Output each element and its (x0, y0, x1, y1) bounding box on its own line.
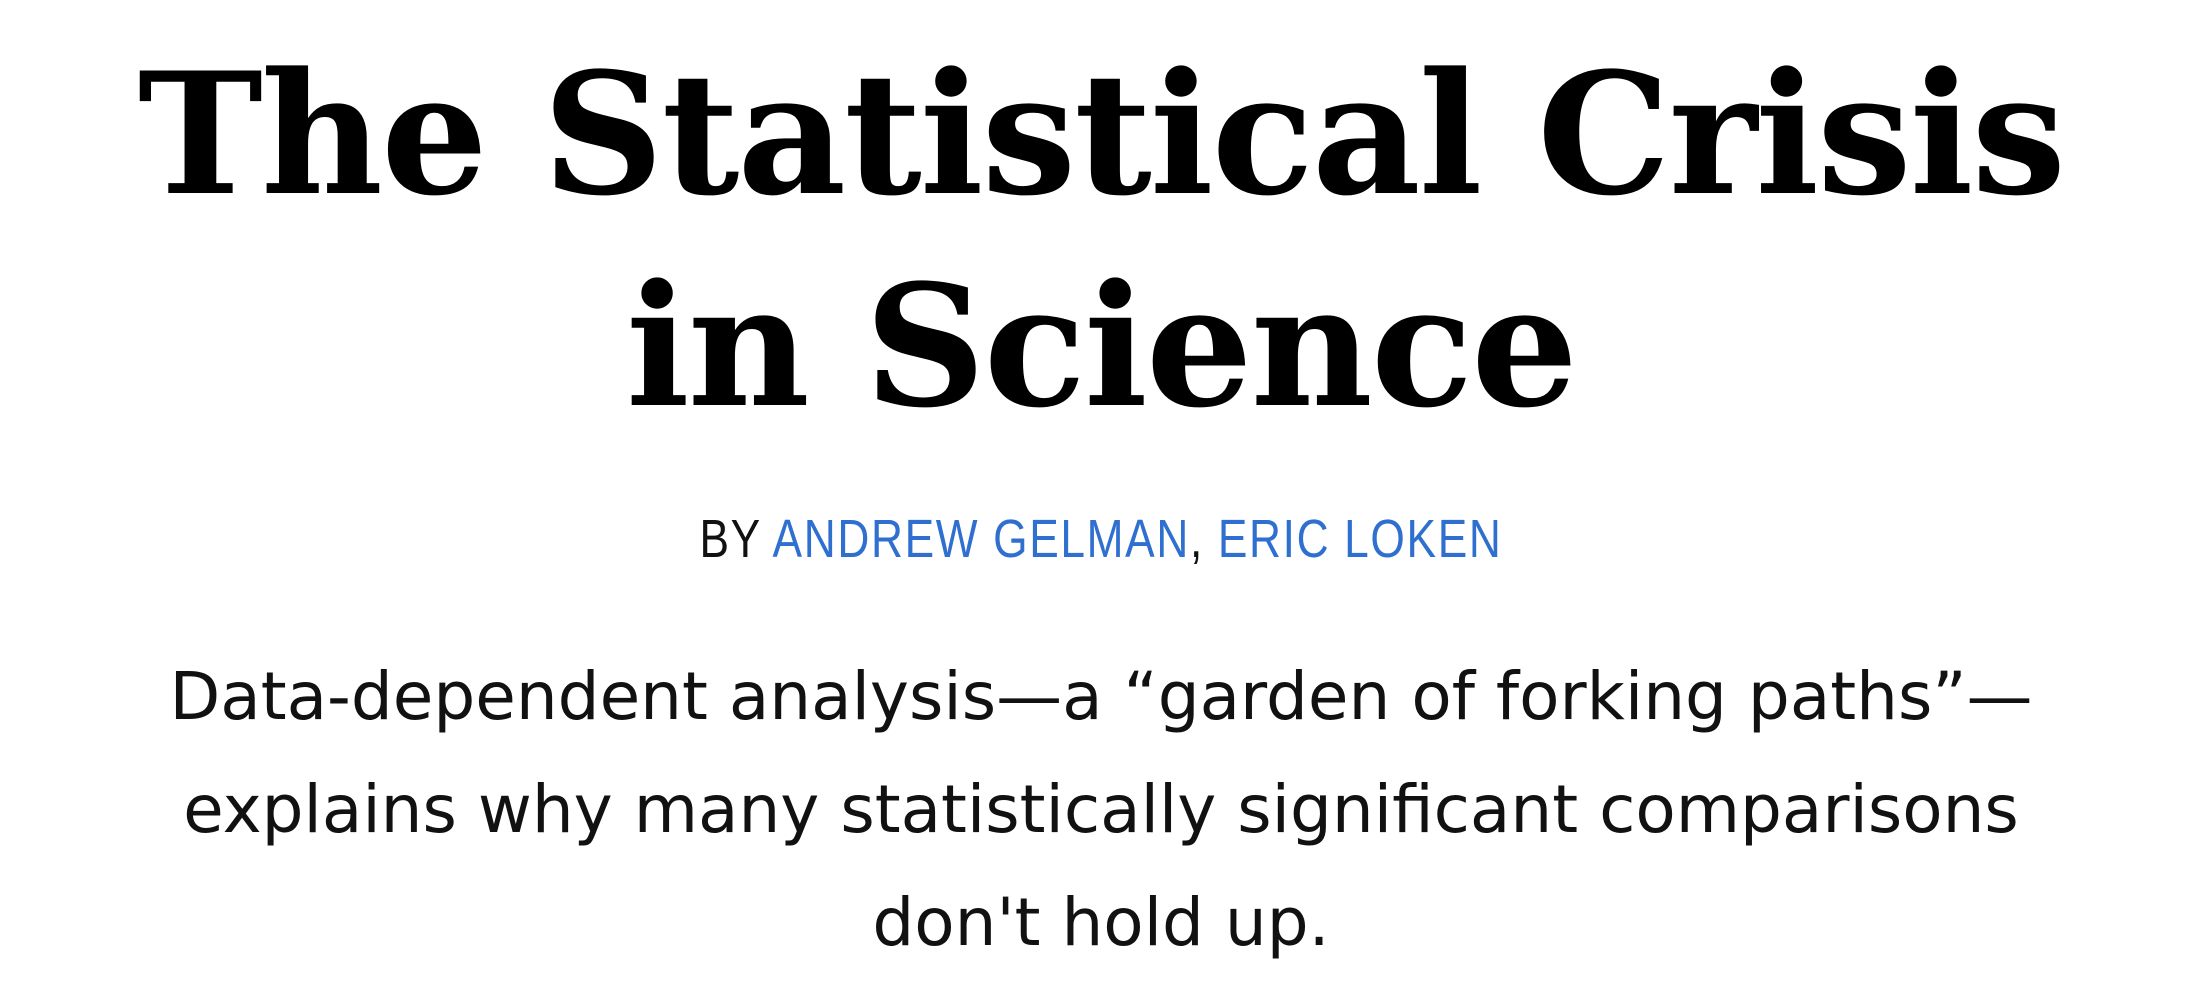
article-title: The Statistical Crisis in Science (137, 35, 2066, 445)
article-dek: Data-dependent analysis—a “garden of for… (169, 658, 2033, 961)
byline: BY ANDREW GELMAN, ERIC LOKEN (198, 504, 2004, 574)
author-link-eric-loken[interactable]: ERIC LOKEN (1217, 509, 1503, 569)
author-link-andrew-gelman[interactable]: ANDREW GELMAN (772, 509, 1190, 569)
byline-separator: , (1189, 509, 1204, 569)
byline-prefix: BY (699, 509, 762, 569)
